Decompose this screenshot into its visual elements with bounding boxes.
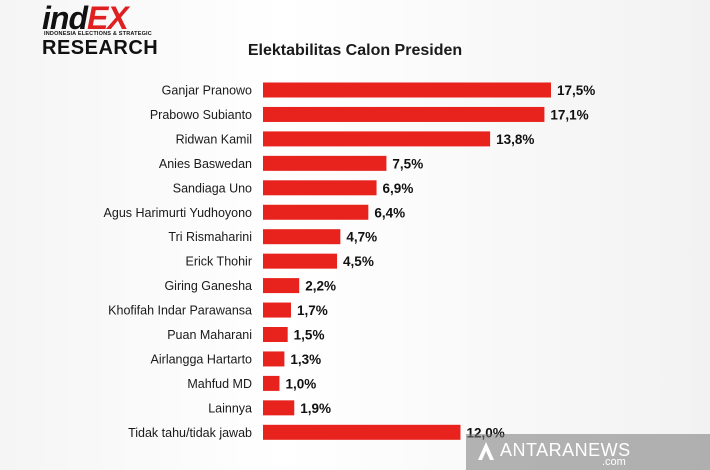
bar: [263, 302, 291, 318]
bar-value-label: 17,5%: [557, 83, 595, 98]
bar: [263, 229, 341, 245]
bar: [263, 400, 295, 416]
bar: [263, 155, 387, 171]
bar: [263, 131, 491, 147]
bar-value-label: 1,0%: [285, 376, 316, 391]
category-label: Ridwan Kamil: [176, 132, 252, 146]
bar-value-label: 6,9%: [383, 181, 414, 196]
logo-ind-text: ind: [42, 0, 88, 36]
category-label: Ganjar Pranowo: [162, 84, 252, 98]
bar: [263, 253, 338, 269]
logo-ex-text: EX: [86, 0, 129, 36]
logo-tagline: INDONESIA ELECTIONS & STRATEGIC: [44, 31, 152, 37]
bar-value-label: 1,9%: [300, 401, 331, 416]
bar-value-label: 6,4%: [374, 205, 405, 220]
bar-value-label: 1,3%: [290, 352, 321, 367]
bar: [263, 351, 285, 367]
logo-research-text: RESEARCH: [42, 37, 159, 59]
bar-value-label: 4,5%: [343, 254, 374, 269]
bar-value-label: 4,7%: [346, 230, 377, 245]
bar-value-label: 17,1%: [550, 107, 588, 122]
bar-value-label: 1,7%: [297, 303, 328, 318]
bar: [263, 106, 545, 122]
bar: [263, 82, 551, 98]
bar-value-label: 1,5%: [294, 328, 325, 343]
logo-wordmark: indEX: [42, 0, 129, 36]
antara-logo-icon: [478, 442, 494, 460]
category-label: Giring Ganesha: [164, 279, 252, 293]
antaranews-watermark: ANTARANEWS .com: [466, 434, 710, 470]
bar: [263, 375, 280, 391]
bar: [263, 327, 288, 342]
category-label: Tri Rismaharini: [168, 230, 252, 244]
category-label: Mahfud MD: [187, 377, 252, 391]
category-label: Prabowo Subianto: [150, 108, 252, 122]
category-label: Tidak tahu/tidak jawab: [128, 426, 252, 440]
category-label: Khofifah Indar Parawansa: [108, 304, 252, 318]
bar-value-label: 2,2%: [305, 279, 336, 294]
bar: [263, 180, 377, 196]
category-label: Erick Thohir: [186, 255, 252, 269]
bar-value-label: 13,8%: [496, 132, 534, 147]
chart-title: Elektabilitas Calon Presiden: [247, 42, 463, 59]
bar: [263, 278, 300, 294]
watermark-suffix: .com: [602, 456, 626, 468]
category-label: Anies Baswedan: [159, 157, 252, 171]
category-label: Agus Harimurti Yudhoyono: [104, 206, 253, 220]
category-label: Sandiaga Uno: [173, 181, 252, 195]
bar: [263, 204, 369, 220]
category-label: Airlangga Hartarto: [151, 352, 252, 366]
watermark-text: ANTARANEWS: [500, 440, 631, 460]
index-research-logo: indEX INDONESIA ELECTIONS & STRATEGIC RE…: [42, 0, 158, 58]
category-label: Lainnya: [208, 401, 252, 415]
bar-value-label: 7,5%: [392, 156, 423, 171]
bar: [263, 424, 461, 440]
category-label: Puan Maharani: [167, 328, 252, 342]
